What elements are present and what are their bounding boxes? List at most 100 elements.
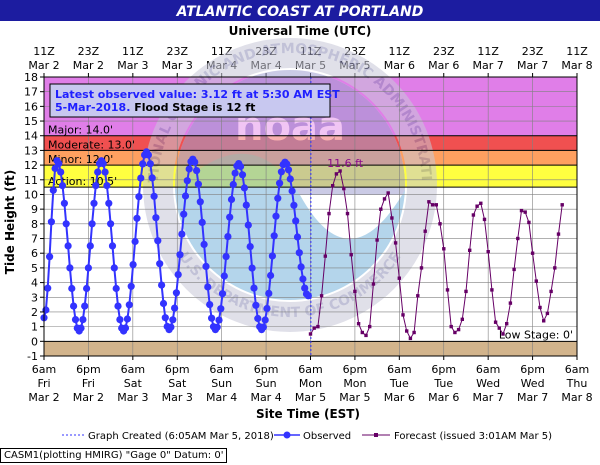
y-tick-label: -1 [27,350,38,363]
observed-point [152,214,160,222]
forecast-point [468,248,472,252]
observed-point [46,253,54,261]
forecast-point [312,326,316,330]
observed-point [92,182,100,190]
observed-point [178,230,186,238]
observed-point [254,314,262,323]
top-tick-label: 11Z [33,45,55,58]
forecast-point [308,332,313,336]
observed-point [248,264,256,272]
observed-point [270,232,278,240]
observed-point [127,282,135,290]
bottom-tick-time: 6am [565,363,589,376]
observed-point [244,221,252,229]
forecast-point [334,172,339,176]
observed-point [202,262,210,270]
bottom-tick-time: 6am [121,363,145,376]
observed-point [144,151,152,159]
observed-point [83,284,91,293]
x-axis-title: Site Time (EST) [256,407,360,421]
forecast-point [338,169,342,173]
observed-point [66,264,74,272]
observed-point [135,193,143,201]
bottom-tick-date: Mar 5 [295,391,326,404]
forecast-point [316,324,320,329]
y-tick-label: 10 [24,188,38,201]
forecast-point [523,210,527,214]
observed-point [107,220,115,228]
observed-point [272,212,280,220]
info-date: 5-Mar-2018. [55,101,134,114]
observed-point [231,169,239,177]
forecast-point [438,222,442,226]
y-tick-label: 15 [24,115,38,128]
forecast-point [545,311,550,316]
forecast-point [479,201,483,205]
forecast-point [560,203,564,207]
observed-point [292,217,300,225]
observed-point [49,186,57,194]
y-tick-label: 6 [31,247,38,260]
bottom-tick-time: 6am [387,363,411,376]
forecast-point [408,336,413,341]
observed-point [215,316,223,324]
observed-point [154,237,162,245]
info-line2: 5-Mar-2018. Flood Stage is 12 ft [55,101,255,114]
forecast-point [516,236,520,241]
observed-point [301,284,309,292]
forecast-point [527,220,531,225]
observed-point [194,180,202,188]
top-axis-title: Universal Time (UTC) [229,24,372,38]
forecast-point [475,204,479,208]
plot-area: noaaNATIONAL OCEANIC AND ATMOSPHERIC ADM… [0,0,578,363]
forecast-point [405,329,409,333]
observed-point [159,299,168,308]
observed-point [217,305,225,313]
info-box: Latest observed value: 3.12 ft at 5:30 A… [49,83,340,118]
observed-point [222,253,230,261]
observed-point [295,249,303,257]
top-tick-label-date: Mar 2 [73,59,104,72]
observed-point [133,214,141,222]
stage-label: Moderate: 13.0' [48,138,135,151]
observed-point [146,160,154,168]
forecast-point [427,200,431,204]
forecast-point [493,320,498,324]
y-tick-label: 8 [31,218,38,231]
observed-point [84,264,92,272]
forecast-point [397,276,401,280]
title-bar [0,0,600,21]
forecast-point [416,294,420,298]
y-tick-label: 16 [24,100,38,113]
observed-point [277,168,285,176]
observed-point [64,242,72,250]
observed-point [183,177,191,185]
observed-point [224,233,232,241]
top-tick-label-date: Mar 3 [162,59,193,72]
y-tick-label: 0 [31,335,38,348]
observed-point [267,271,275,280]
top-tick-label-date: Mar 6 [428,59,459,72]
bottom-tick-day: Sat [124,377,143,390]
forecast-point [412,330,416,335]
observed-point [131,237,139,246]
observed-point [68,284,76,293]
top-tick-label: 23Z [78,45,100,58]
observed-point [139,160,147,168]
observed-point [268,252,276,260]
bottom-tick-day: Fri [37,377,50,390]
observed-point [290,201,298,209]
bottom-tick-day: Fri [82,377,95,390]
bottom-tick-day: Mon [343,377,366,390]
observed-point [206,301,214,309]
observed-point [193,167,201,175]
forecast-point [501,332,505,336]
forecast-point [327,211,331,216]
forecast-point [456,327,461,332]
forecast-point [486,250,490,254]
observed-point [88,220,96,228]
forecast-point [401,313,405,317]
forecast-point [519,208,524,213]
observed-point [114,302,122,310]
